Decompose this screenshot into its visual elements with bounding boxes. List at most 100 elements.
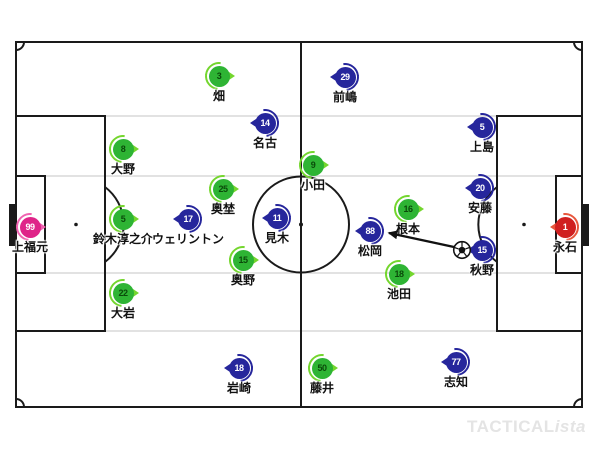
player-number-badge: 5 [471, 116, 493, 138]
player-number-badge: 3 [208, 65, 230, 87]
facing-arrow-icon [223, 364, 230, 372]
facing-arrow-icon [408, 270, 415, 278]
player-number-badge: 5 [112, 208, 134, 230]
player-number: 11 [272, 212, 282, 223]
player-name-label: 大野 [110, 161, 136, 176]
player-marker-home[interactable]: 8 大野 [103, 129, 143, 176]
player-number: 77 [451, 356, 461, 367]
player-name-label: 見木 [264, 230, 290, 245]
player-marker-away[interactable]: 15 秋野 [462, 230, 502, 277]
facing-arrow-icon [329, 73, 336, 81]
facing-arrow-icon [466, 123, 473, 131]
player-number: 17 [183, 213, 193, 224]
facing-arrow-icon [228, 72, 235, 80]
penalty-spot-right [522, 222, 526, 227]
player-marker-away[interactable]: 5 上島 [462, 107, 502, 154]
watermark-italic: ista [554, 417, 586, 436]
player-name-label: 秋野 [469, 262, 495, 277]
facing-arrow-icon [132, 215, 139, 223]
player-marker-away[interactable]: 29 前嶋 [325, 57, 365, 104]
player-marker-away[interactable]: 14 名古 [245, 103, 285, 150]
penalty-spot-left [74, 222, 78, 227]
player-marker-away[interactable]: 88 松岡 [350, 211, 390, 258]
player-marker-away[interactable]: 20 安藤 [460, 168, 500, 215]
player-marker-home[interactable]: 15 奥野 [223, 240, 263, 287]
player-number-badge: 25 [212, 178, 234, 200]
player-number: 18 [234, 362, 244, 373]
player-name-label: 根本 [395, 221, 421, 236]
player-name-label: ウェリントン [151, 231, 225, 246]
player-marker-away[interactable]: 18 岩崎 [219, 348, 259, 395]
facing-arrow-icon [331, 364, 338, 372]
player-number: 16 [403, 203, 413, 214]
player-number: 8 [120, 143, 126, 154]
player-marker-home[interactable]: 25 奥埜 [203, 169, 243, 216]
player-name-label: 鈴木淳之介 [92, 231, 154, 246]
player-number: 18 [394, 268, 404, 279]
player-number-badge: 18 [228, 357, 250, 379]
facing-arrow-icon [261, 214, 268, 222]
player-number-badge: 15 [471, 239, 493, 261]
player-marker-home[interactable]: 5 鈴木淳之介 [93, 199, 153, 246]
center-circle [252, 175, 350, 274]
player-marker-home[interactable]: 9 小田 [293, 145, 333, 192]
player-number: 14 [260, 117, 270, 128]
player-number: 29 [340, 71, 350, 82]
player-number-badge: 16 [397, 198, 419, 220]
player-name-label: 岩崎 [226, 380, 252, 395]
facing-arrow-icon [440, 358, 447, 366]
player-name-label: 松岡 [357, 243, 383, 258]
player-marker-home[interactable]: 18 池田 [379, 254, 419, 301]
player-number: 25 [218, 183, 228, 194]
player-number: 99 [25, 221, 35, 232]
facing-arrow-icon [322, 161, 329, 169]
facing-arrow-icon [249, 119, 256, 127]
facing-arrow-icon [252, 256, 259, 264]
player-marker-home[interactable]: 50 藤井 [302, 348, 342, 395]
facing-arrow-icon [39, 223, 46, 231]
player-number-badge: 11 [266, 207, 288, 229]
player-name-label: 名古 [252, 135, 278, 150]
facing-arrow-icon [172, 215, 179, 223]
player-number-badge: 15 [232, 249, 254, 271]
player-number-badge: 50 [311, 357, 333, 379]
facing-arrow-icon [354, 227, 361, 235]
player-number: 15 [238, 254, 248, 265]
facing-arrow-icon [549, 223, 556, 231]
facing-arrow-icon [464, 184, 471, 192]
goal-right [581, 204, 589, 246]
player-number: 5 [479, 121, 485, 132]
player-name-label: 藤井 [309, 380, 335, 395]
facing-arrow-icon [232, 185, 239, 193]
player-number-badge: 99 [19, 216, 41, 238]
player-number: 5 [120, 213, 126, 224]
player-name-label: 上福元 [11, 239, 49, 254]
player-marker-away[interactable]: 11 見木 [257, 198, 297, 245]
player-name-label: 奥野 [230, 272, 256, 287]
player-number: 15 [477, 244, 487, 255]
player-number-badge: 9 [302, 154, 324, 176]
player-number-badge: 17 [177, 208, 199, 230]
player-marker-home-gk[interactable]: 99 上福元 [10, 207, 50, 254]
player-number: 22 [118, 287, 128, 298]
player-name-label: 安藤 [467, 200, 493, 215]
player-name-label: 上島 [469, 139, 495, 154]
player-marker-away-gk[interactable]: 1 永石 [545, 207, 585, 254]
player-marker-away[interactable]: 17 ウェリントン [152, 199, 224, 246]
player-name-label: 池田 [386, 286, 412, 301]
player-number: 20 [475, 182, 485, 193]
player-marker-away[interactable]: 77 志知 [436, 342, 476, 389]
facing-arrow-icon [132, 145, 139, 153]
tacticalista-watermark: TACTICALista [467, 417, 586, 437]
watermark-main: TACTICAL [466, 417, 555, 436]
player-marker-home[interactable]: 22 大岩 [103, 273, 143, 320]
player-marker-home[interactable]: 16 根本 [388, 189, 428, 236]
center-spot [299, 222, 303, 227]
player-number-badge: 1 [554, 216, 576, 238]
player-name-label: 大岩 [110, 305, 136, 320]
player-number: 88 [365, 225, 375, 236]
player-number-badge: 8 [112, 138, 134, 160]
player-name-label: 小田 [300, 177, 326, 192]
